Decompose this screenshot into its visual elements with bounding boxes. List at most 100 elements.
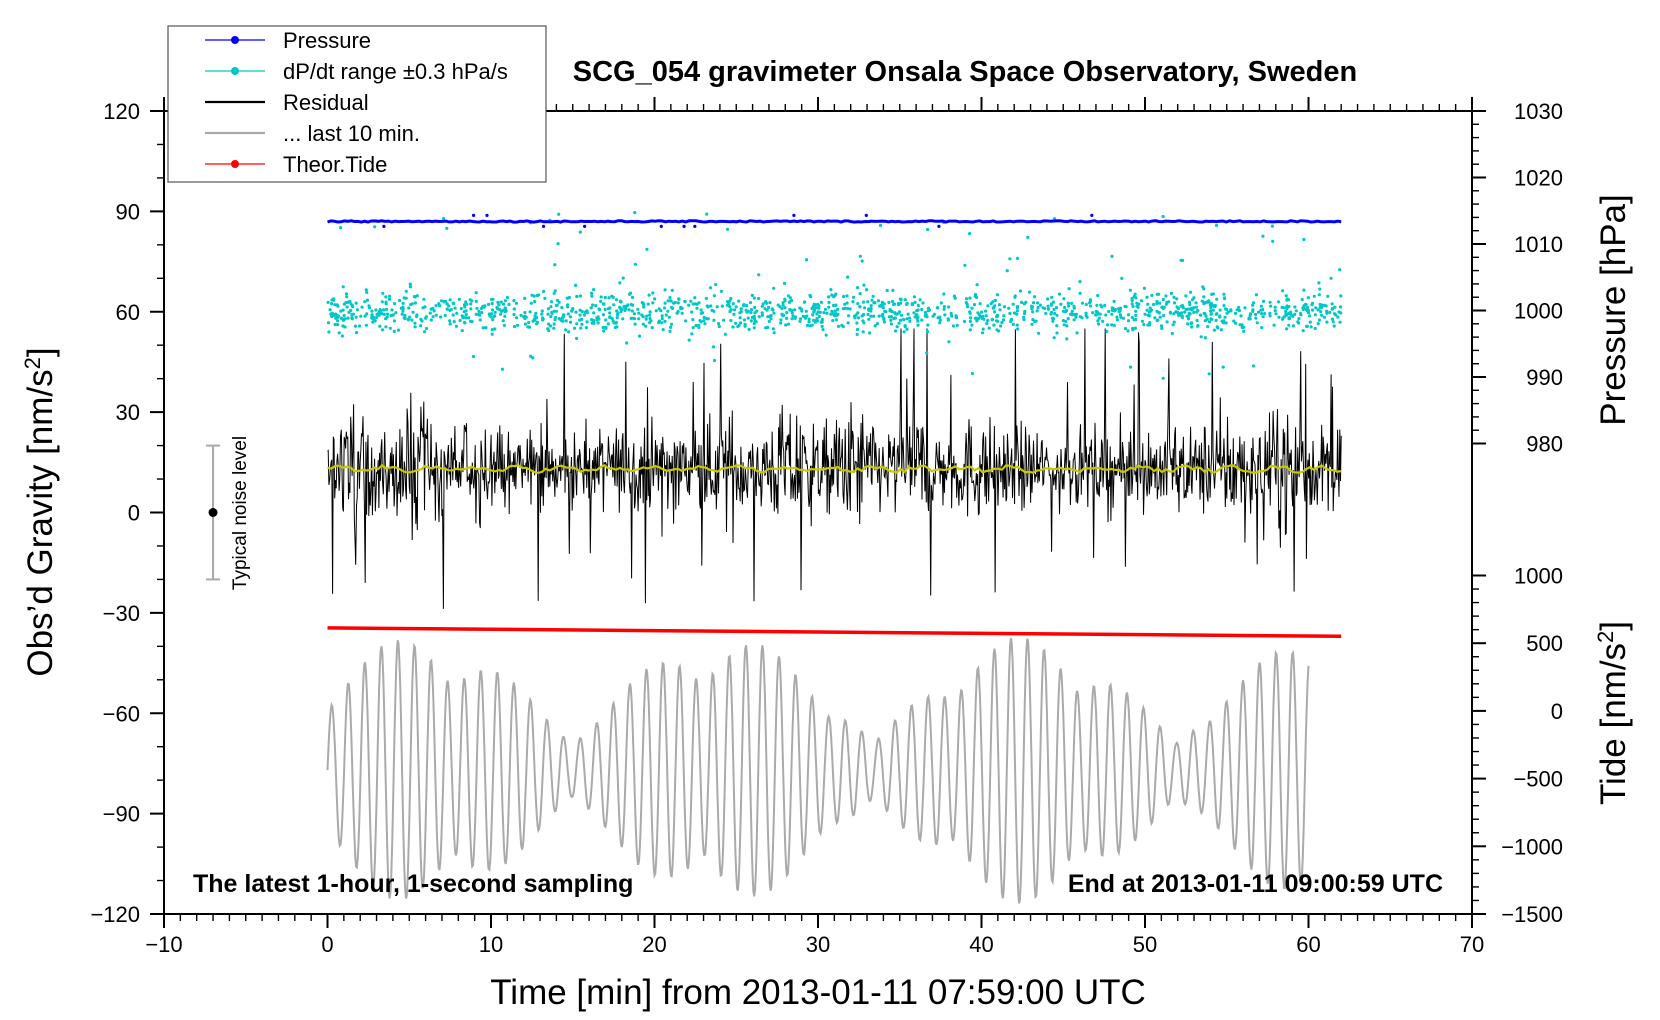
dpdt-point	[1224, 321, 1228, 325]
dpdt-point	[889, 322, 894, 326]
pressure-point	[542, 224, 546, 228]
dpdt-point	[349, 302, 353, 306]
dpdt-point	[1186, 322, 1190, 326]
dpdt-point	[855, 321, 859, 325]
dpdt-point	[363, 300, 367, 304]
dpdt-point	[1035, 309, 1039, 313]
dpdt-point	[949, 311, 953, 316]
dpdt-point	[757, 315, 761, 319]
dpdt-point	[592, 311, 596, 315]
dpdt-point	[1291, 314, 1295, 318]
dpdt-point	[821, 328, 825, 332]
dpdt-point	[768, 301, 772, 305]
dpdt-point	[728, 309, 732, 314]
dpdt-point	[451, 313, 455, 317]
dpdt-point	[344, 301, 348, 305]
dpdt-point	[344, 292, 348, 296]
dpdt-point	[660, 321, 664, 325]
dpdt-point	[663, 319, 667, 323]
dpdt-point	[637, 334, 642, 338]
pressure-tick-label: 1010	[1514, 232, 1563, 257]
noise-level-indicator: Typical noise level	[206, 436, 251, 590]
dpdt-point	[1155, 301, 1159, 306]
dpdt-point	[663, 301, 667, 305]
dpdt-point	[1101, 319, 1105, 323]
dpdt-point	[1251, 303, 1255, 307]
dpdt-point	[1112, 299, 1116, 303]
dpdt-point	[926, 227, 930, 232]
dpdt-point	[854, 313, 858, 317]
dpdt-point	[860, 259, 864, 263]
dpdt-point	[668, 296, 672, 300]
dpdt-point	[1318, 306, 1322, 310]
dpdt-point	[979, 310, 984, 314]
dpdt-point	[341, 308, 345, 312]
dpdt-point	[1271, 239, 1275, 243]
legend-box	[167, 25, 547, 183]
dpdt-point	[680, 306, 684, 310]
dpdt-point	[687, 338, 691, 342]
last-10-min-line	[326, 637, 1310, 904]
dpdt-point	[631, 316, 636, 320]
dpdt-point	[602, 329, 606, 333]
dpdt-point	[757, 273, 761, 277]
dpdt-point	[779, 318, 783, 322]
dpdt-point	[439, 315, 443, 319]
dpdt-point	[705, 212, 709, 216]
dpdt-point	[540, 312, 544, 316]
dpdt-point	[1336, 315, 1340, 319]
annotation-end-time: End at 2013-01-11 09:00:59 UTC	[1068, 870, 1443, 898]
dpdt-point	[1202, 302, 1206, 306]
dpdt-point	[653, 297, 657, 301]
chart-title: SCG_054 gravimeter Onsala Space Observat…	[573, 56, 1357, 88]
dpdt-point	[1195, 318, 1199, 323]
dpdt-point	[401, 309, 405, 313]
dpdt-point	[1198, 313, 1203, 317]
dpdt-point	[388, 326, 392, 330]
dpdt-point	[1287, 311, 1291, 315]
dpdt-point	[354, 301, 358, 305]
dpdt-point	[484, 326, 488, 330]
dpdt-point	[464, 312, 468, 317]
dpdt-point	[1153, 316, 1157, 320]
dpdt-point	[1301, 329, 1305, 333]
dpdt-point	[1023, 309, 1027, 313]
pressure-line	[327, 219, 1342, 224]
dpdt-point	[597, 307, 601, 311]
dpdt-point	[1011, 322, 1015, 326]
dpdt-point	[1185, 314, 1189, 318]
dpdt-point	[620, 307, 624, 311]
dpdt-point	[888, 309, 892, 313]
dpdt-point	[364, 323, 368, 327]
dpdt-point	[926, 306, 931, 310]
dpdt-point	[1078, 280, 1082, 284]
dpdt-point	[1094, 313, 1098, 317]
dpdt-point	[705, 304, 709, 308]
dpdt-point	[630, 295, 635, 299]
dpdt-point	[629, 316, 633, 320]
dpdt-point	[834, 318, 839, 322]
dpdt-point	[1072, 306, 1076, 310]
dpdt-point	[1208, 303, 1212, 307]
dpdt-point	[1284, 294, 1288, 298]
dpdt-point	[1215, 297, 1219, 301]
dpdt-point	[798, 319, 802, 323]
dpdt-point	[995, 315, 999, 319]
dpdt-point	[1018, 289, 1023, 293]
dpdt-point	[1211, 308, 1215, 312]
dpdt-point	[1308, 320, 1312, 324]
dpdt-point	[803, 315, 808, 319]
dpdt-point	[760, 313, 765, 317]
dpdt-point	[687, 303, 691, 307]
dpdt-point	[601, 325, 605, 330]
y-tick-label: 0	[128, 501, 140, 526]
dpdt-point	[836, 312, 840, 316]
dpdt-point	[351, 305, 355, 309]
dpdt-point	[578, 294, 582, 298]
dpdt-point	[1240, 325, 1244, 330]
dpdt-point	[935, 306, 940, 310]
dpdt-point	[415, 314, 419, 319]
dpdt-point	[398, 298, 402, 303]
dpdt-point	[830, 293, 834, 297]
dpdt-point	[561, 315, 565, 319]
